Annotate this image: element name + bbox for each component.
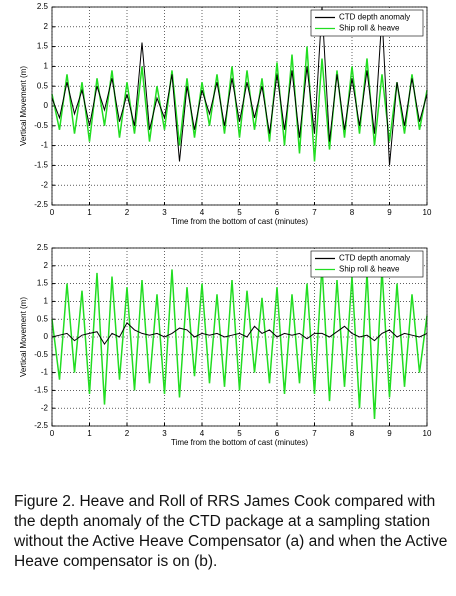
figure: -2.5-2-1.5-1-0.500.511.522.50 1 2 3 4 5 6 7 8 9 10… [19, 2, 432, 447]
chart: -2.5 -2 -1.5 -1 -0.5 0 0.5 1 1.5 2 2.5 0 1 2 3 4 5 6 7 8 9 10… [19, 2, 432, 226]
legend-label: Ship roll & heave [339, 24, 400, 33]
x-tick-label: 8 [350, 429, 355, 438]
x-tick-label: 3 [162, 208, 167, 217]
x-tick-label: 7 [312, 208, 317, 217]
x-tick-label: 6 [275, 208, 280, 217]
x-tick-label: 0 [50, 208, 55, 217]
x-tick-label: 1 [87, 208, 92, 217]
y-tick-label: 0.5 [37, 314, 49, 323]
y-tick-label: 2.5 [37, 243, 49, 252]
caption: Figure 2. Heave and Roll of RRS James Co… [14, 493, 448, 570]
y-tick-label: -1 [41, 141, 49, 150]
chart: -2.5 -2 -1.5 -1 -0.5 0 0.5 1 1.5 2 2.5 0 1 2 3 4 5 6 7 8 9 10… [19, 243, 432, 447]
y-tick-label: -2 [41, 180, 49, 189]
x-tick-label: 9 [387, 208, 392, 217]
legend [310, 9, 424, 37]
y-tick-label: 2.5 [37, 2, 49, 11]
data-line [51, 321, 428, 346]
legend-label: CTD depth anomaly [339, 13, 410, 22]
x-tick-label: 5 [237, 429, 242, 438]
x-axis-label: Time from the bottom of cast (minutes) [171, 438, 308, 447]
x-tick-label: 7 [312, 429, 317, 438]
x-tick-label: 2 [125, 208, 130, 217]
y-tick-label: -1.5 [34, 386, 48, 395]
y-tick-label: -2 [41, 403, 49, 412]
y-axis-label: Vertical Movement (m) [19, 66, 28, 146]
y-tick-label: -2.5 [34, 200, 48, 209]
legend-label: Ship roll & heave [339, 265, 400, 274]
y-tick-label: 0.5 [37, 81, 49, 90]
y-axis-label: Vertical Movement (m) [19, 297, 28, 377]
data-line [51, 265, 428, 419]
x-tick-label: 3 [162, 429, 167, 438]
data-line [51, 6, 428, 166]
legend-label: CTD depth anomaly [339, 254, 410, 263]
x-tick-label: 5 [237, 208, 242, 217]
y-tick-label: 1.5 [37, 42, 49, 51]
y-tick-label: -1.5 [34, 161, 48, 170]
legend [310, 250, 424, 278]
y-tick-label: 0 [44, 101, 49, 110]
y-tick-label: 0 [44, 332, 49, 341]
plot-frame [51, 247, 428, 427]
y-tick-label: 2 [44, 22, 49, 31]
plot-frame [51, 6, 428, 206]
x-tick-label: 10 [423, 208, 432, 217]
x-tick-label: 8 [350, 208, 355, 217]
y-tick-label: 1.5 [37, 279, 49, 288]
x-tick-label: 6 [275, 429, 280, 438]
x-tick-label: 10 [423, 429, 432, 438]
y-tick-label: -0.5 [34, 350, 48, 359]
x-tick-label: 2 [125, 429, 130, 438]
x-tick-label: 4 [200, 429, 205, 438]
x-tick-label: 9 [387, 429, 392, 438]
y-tick-label: -0.5 [34, 121, 48, 130]
y-tick-label: 1 [44, 297, 49, 306]
y-tick-label: 2 [44, 261, 49, 270]
y-tick-label: -2.5 [34, 421, 48, 430]
x-tick-label: 4 [200, 208, 205, 217]
y-tick-label: -1 [41, 368, 49, 377]
y-tick-label: 1 [44, 62, 49, 71]
x-tick-label: 0 [50, 429, 55, 438]
x-axis-label: Time from the bottom of cast (minutes) [171, 217, 308, 226]
x-tick-label: 1 [87, 429, 92, 438]
